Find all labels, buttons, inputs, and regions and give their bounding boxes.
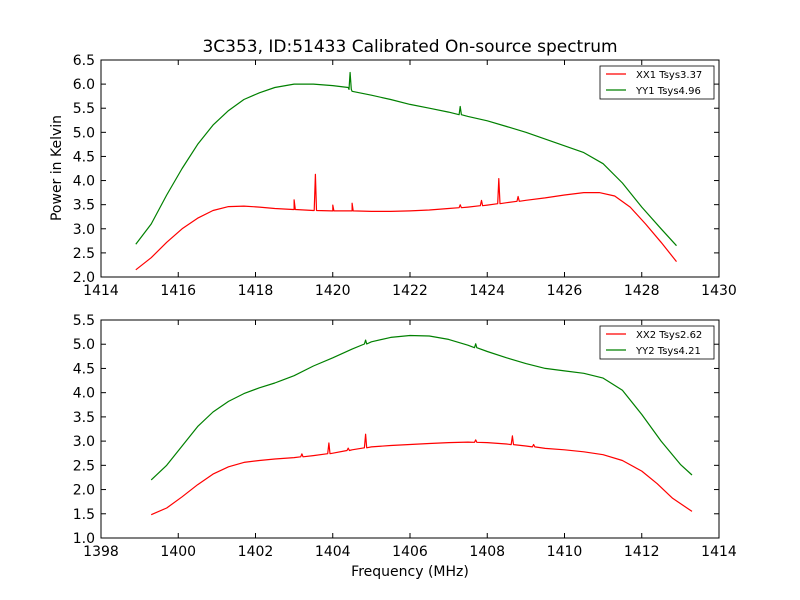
y-axis-label: Power in Kelvin <box>49 115 65 221</box>
legend-label-yy2: YY2 Tsys4.21 <box>635 346 701 357</box>
y-tick-label: 5.0 <box>73 125 95 141</box>
x-tick-label: 1416 <box>160 283 196 299</box>
x-tick-label: 1412 <box>624 544 660 560</box>
y-tick-label: 1.0 <box>73 531 95 547</box>
x-tick-label: 1426 <box>547 283 583 299</box>
chart-title: 3C353, ID:51433 Calibrated On-source spe… <box>202 37 617 57</box>
bottom-spectrum-panel: Frequency (MHz) 1398 1400 1402 1404 1406 1408… <box>73 313 737 580</box>
top-plot-area: 1414 1416 1418 1420 1422 1424 1426 1428 1430 2.0 2… <box>73 53 737 299</box>
series-line-top-0 <box>135 173 677 271</box>
y-tick-label: 3.5 <box>73 198 95 214</box>
series-line-bottom-0 <box>150 433 693 516</box>
y-tick-label: 3.0 <box>73 434 95 450</box>
legend-label-xx1: XX1 Tsys3.37 <box>636 70 702 81</box>
x-tick-label: 1420 <box>315 283 351 299</box>
x-tick-label: 1424 <box>469 283 505 299</box>
y-tick-label: 5.5 <box>73 313 95 329</box>
x-tick-label: 1410 <box>547 544 583 560</box>
x-tick-label: 1422 <box>392 283 428 299</box>
x-tick-label: 1418 <box>238 283 274 299</box>
x-tick-label: 1404 <box>315 544 351 560</box>
x-tick-label: 1414 <box>701 544 737 560</box>
top-legend: XX1 Tsys3.37 YY1 Tsys4.96 <box>599 65 715 100</box>
top-legend-box <box>599 65 715 100</box>
y-tick-label: 3.0 <box>73 222 95 238</box>
y-tick-label: 2.0 <box>73 270 95 286</box>
y-tick-label: 1.5 <box>73 507 95 523</box>
x-tick-label: 1406 <box>392 544 428 560</box>
legend-label-yy1: YY1 Tsys4.96 <box>635 86 701 97</box>
x-tick-label: 1402 <box>238 544 274 560</box>
x-tick-label: 1400 <box>160 544 196 560</box>
x-tick-label: 1408 <box>469 544 505 560</box>
y-tick-label: 6.5 <box>73 53 95 69</box>
bottom-legend: XX2 Tsys2.62 YY2 Tsys4.21 <box>599 325 715 360</box>
y-tick-label: 4.0 <box>73 174 95 190</box>
y-tick-label: 5.0 <box>73 337 95 353</box>
y-tick-label: 2.5 <box>73 458 95 474</box>
legend-label-xx2: XX2 Tsys2.62 <box>636 330 702 341</box>
top-spectrum-panel: 3C353, ID:51433 Calibrated On-source spe… <box>49 37 737 299</box>
bottom-legend-box <box>599 325 715 360</box>
y-tick-label: 3.5 <box>73 410 95 426</box>
y-tick-label: 4.5 <box>73 149 95 165</box>
series-line-bottom-1 <box>150 334 693 481</box>
x-axis-label: Frequency (MHz) <box>351 564 469 580</box>
y-tick-label: 4.0 <box>73 386 95 402</box>
y-tick-label: 4.5 <box>73 361 95 377</box>
y-tick-label: 2.5 <box>73 246 95 262</box>
x-tick-label: 1430 <box>701 283 737 299</box>
y-tick-label: 2.0 <box>73 483 95 499</box>
series-line-top-1 <box>135 71 677 247</box>
y-tick-label: 6.0 <box>73 77 95 93</box>
x-tick-label: 1398 <box>83 544 119 560</box>
y-tick-label: 5.5 <box>73 101 95 117</box>
x-tick-label: 1428 <box>624 283 660 299</box>
bottom-plot-area: 1398 1400 1402 1404 1406 1408 1410 1412 1414 1.0 1… <box>73 313 737 560</box>
x-tick-label: 1414 <box>83 283 119 299</box>
